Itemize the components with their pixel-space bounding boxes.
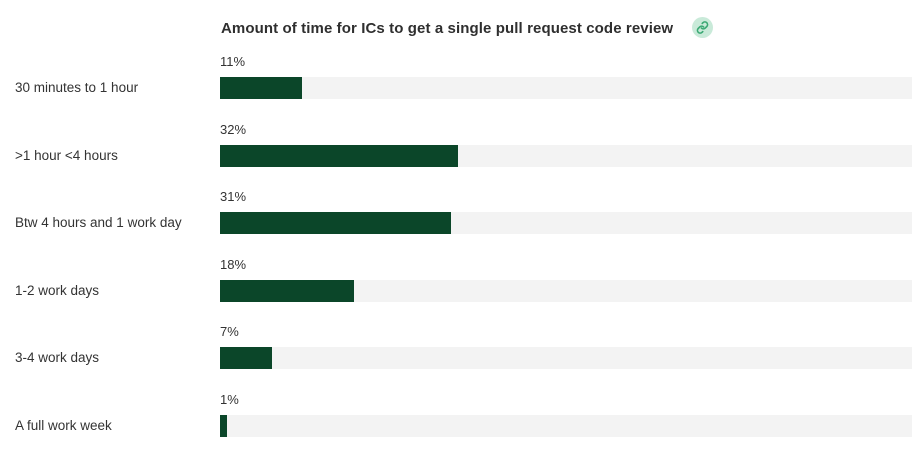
category-label: 1-2 work days <box>15 283 100 298</box>
bar <box>220 77 302 99</box>
category-label: 3-4 work days <box>15 350 100 365</box>
category-label: Btw 4 hours and 1 work day <box>15 215 182 230</box>
value-label: 18% <box>220 257 247 272</box>
bar <box>220 280 354 302</box>
value-label: 1% <box>220 392 239 407</box>
bar-track <box>220 347 912 369</box>
value-label: 32% <box>220 122 247 137</box>
bar <box>220 145 458 167</box>
category-label: A full work week <box>15 418 112 433</box>
bar <box>220 347 272 369</box>
bar-track <box>220 145 912 167</box>
value-label: 11% <box>220 54 246 69</box>
bar <box>220 212 451 234</box>
bar-track <box>220 415 912 437</box>
chart-header: Amount of time for ICs to get a single p… <box>221 16 673 40</box>
category-label: >1 hour <4 hours <box>15 148 118 163</box>
copy-link-button[interactable] <box>692 17 713 38</box>
bar-track <box>220 77 912 99</box>
bar-track <box>220 212 912 234</box>
bar <box>220 415 227 437</box>
category-label: 30 minutes to 1 hour <box>15 80 139 95</box>
value-label: 7% <box>220 324 239 339</box>
link-icon <box>696 21 709 34</box>
chart-title: Amount of time for ICs to get a single p… <box>221 19 674 37</box>
value-label: 31% <box>220 189 247 204</box>
bar-track <box>220 280 912 302</box>
